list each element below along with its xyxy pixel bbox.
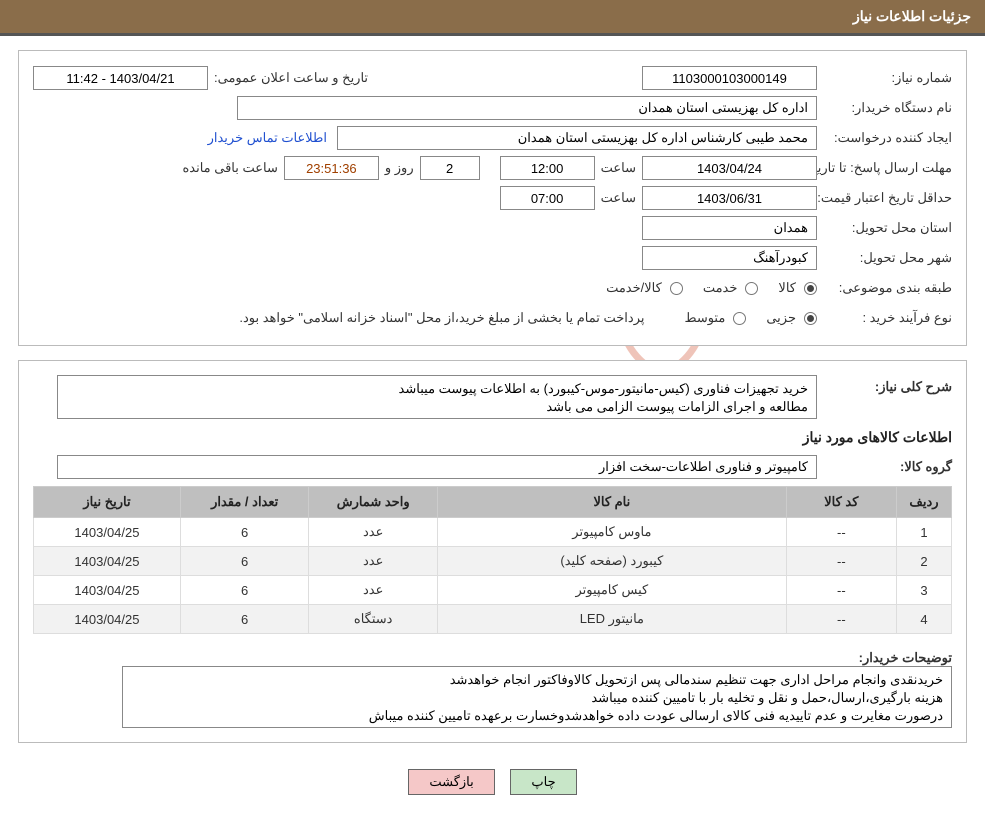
group-input[interactable] bbox=[57, 455, 817, 479]
table-cell: عدد bbox=[309, 518, 438, 547]
deadline-time-input[interactable] bbox=[500, 156, 595, 180]
info-panel: شماره نیاز: تاریخ و ساعت اعلان عمومی: نا… bbox=[18, 50, 967, 346]
table-cell: 4 bbox=[896, 605, 951, 634]
timer-input[interactable] bbox=[284, 156, 379, 180]
days-remaining-input[interactable] bbox=[420, 156, 480, 180]
purchase-note: پرداخت تمام یا بخشی از مبلغ خرید،از محل … bbox=[239, 310, 644, 326]
table-cell: 6 bbox=[180, 605, 309, 634]
table-cell: 6 bbox=[180, 576, 309, 605]
table-cell: 6 bbox=[180, 518, 309, 547]
table-header-cell: ردیف bbox=[896, 487, 951, 518]
table-cell: مانیتور LED bbox=[437, 605, 786, 634]
table-header-cell: واحد شمارش bbox=[309, 487, 438, 518]
table-cell: عدد bbox=[309, 547, 438, 576]
radio-dot-icon bbox=[733, 312, 746, 325]
radio-dot-icon bbox=[670, 282, 683, 295]
need-no-label: شماره نیاز: bbox=[817, 70, 952, 86]
table-cell: 6 bbox=[180, 547, 309, 576]
back-button[interactable]: بازگشت bbox=[408, 769, 494, 795]
table-cell: 1403/04/25 bbox=[34, 605, 181, 634]
table-cell: 1403/04/25 bbox=[34, 547, 181, 576]
category-label: طبقه بندی موضوعی: bbox=[817, 280, 952, 296]
time-label-1: ساعت bbox=[595, 160, 642, 176]
deadline-label: مهلت ارسال پاسخ: تا تاریخ: bbox=[817, 160, 952, 176]
remaining-label: ساعت باقی مانده bbox=[176, 160, 283, 176]
buyer-org-label: نام دستگاه خریدار: bbox=[817, 100, 952, 116]
need-no-input[interactable] bbox=[642, 66, 817, 90]
table-row: 2--کیبورد (صفحه کلید)عدد61403/04/25 bbox=[34, 547, 952, 576]
table-cell: -- bbox=[786, 547, 896, 576]
radio-service[interactable]: خدمت bbox=[703, 280, 759, 296]
radio-dot-icon bbox=[804, 282, 817, 295]
min-validity-label: حداقل تاریخ اعتبار قیمت: تا تاریخ: bbox=[817, 190, 952, 206]
city-label: شهر محل تحویل: bbox=[817, 250, 952, 266]
need-desc-label: شرح کلی نیاز: bbox=[817, 375, 952, 395]
table-row: 4--مانیتور LEDدستگاه61403/04/25 bbox=[34, 605, 952, 634]
deadline-date-input[interactable] bbox=[642, 156, 817, 180]
purchase-type-label: نوع فرآیند خرید : bbox=[817, 310, 952, 326]
contact-link[interactable]: اطلاعات تماس خریدار bbox=[208, 130, 337, 146]
table-cell: 2 bbox=[896, 547, 951, 576]
radio-dot-icon bbox=[745, 282, 758, 295]
table-cell: -- bbox=[786, 576, 896, 605]
items-title: اطلاعات کالاهای مورد نیاز bbox=[33, 429, 952, 446]
table-header-cell: نام کالا bbox=[437, 487, 786, 518]
buyer-org-input[interactable] bbox=[237, 96, 817, 120]
radio-partial[interactable]: جزیی bbox=[766, 310, 817, 326]
requester-label: ایجاد کننده درخواست: bbox=[817, 130, 952, 146]
table-cell: -- bbox=[786, 518, 896, 547]
min-validity-date-input[interactable] bbox=[642, 186, 817, 210]
page-header: جزئیات اطلاعات نیاز bbox=[0, 0, 985, 36]
city-input[interactable] bbox=[642, 246, 817, 270]
min-validity-time-input[interactable] bbox=[500, 186, 595, 210]
table-row: 3--کیس کامپیوترعدد61403/04/25 bbox=[34, 576, 952, 605]
table-cell: دستگاه bbox=[309, 605, 438, 634]
radio-goods-service[interactable]: کالا/خدمت bbox=[606, 280, 683, 296]
announce-input[interactable] bbox=[33, 66, 208, 90]
requester-input[interactable] bbox=[337, 126, 817, 150]
need-desc-textarea[interactable] bbox=[57, 375, 817, 419]
table-cell: 1403/04/25 bbox=[34, 576, 181, 605]
radio-medium[interactable]: متوسط bbox=[684, 310, 746, 326]
days-and-label: روز و bbox=[379, 160, 420, 176]
buyer-notes-label: توضیحات خریدار: bbox=[842, 646, 952, 666]
province-label: استان محل تحویل: bbox=[817, 220, 952, 236]
announce-label: تاریخ و ساعت اعلان عمومی: bbox=[208, 70, 374, 86]
items-panel: شرح کلی نیاز: اطلاعات کالاهای مورد نیاز … bbox=[18, 360, 967, 743]
page-title: جزئیات اطلاعات نیاز bbox=[853, 8, 971, 24]
table-cell: ماوس کامپیوتر bbox=[437, 518, 786, 547]
table-header-cell: تاریخ نیاز bbox=[34, 487, 181, 518]
radio-goods[interactable]: کالا bbox=[778, 280, 817, 296]
print-button[interactable]: چاپ bbox=[510, 769, 576, 795]
province-input[interactable] bbox=[642, 216, 817, 240]
table-header-cell: تعداد / مقدار bbox=[180, 487, 309, 518]
button-row: چاپ بازگشت bbox=[0, 757, 985, 813]
table-header-cell: کد کالا bbox=[786, 487, 896, 518]
items-table: ردیفکد کالانام کالاواحد شمارشتعداد / مقد… bbox=[33, 486, 952, 634]
table-cell: عدد bbox=[309, 576, 438, 605]
time-label-2: ساعت bbox=[595, 190, 642, 206]
buyer-notes-textarea[interactable] bbox=[122, 666, 952, 728]
table-cell: کیبورد (صفحه کلید) bbox=[437, 547, 786, 576]
table-cell: -- bbox=[786, 605, 896, 634]
group-label: گروه کالا: bbox=[817, 459, 952, 475]
radio-dot-icon bbox=[804, 312, 817, 325]
table-cell: 1 bbox=[896, 518, 951, 547]
table-cell: کیس کامپیوتر bbox=[437, 576, 786, 605]
table-cell: 3 bbox=[896, 576, 951, 605]
table-row: 1--ماوس کامپیوترعدد61403/04/25 bbox=[34, 518, 952, 547]
table-cell: 1403/04/25 bbox=[34, 518, 181, 547]
